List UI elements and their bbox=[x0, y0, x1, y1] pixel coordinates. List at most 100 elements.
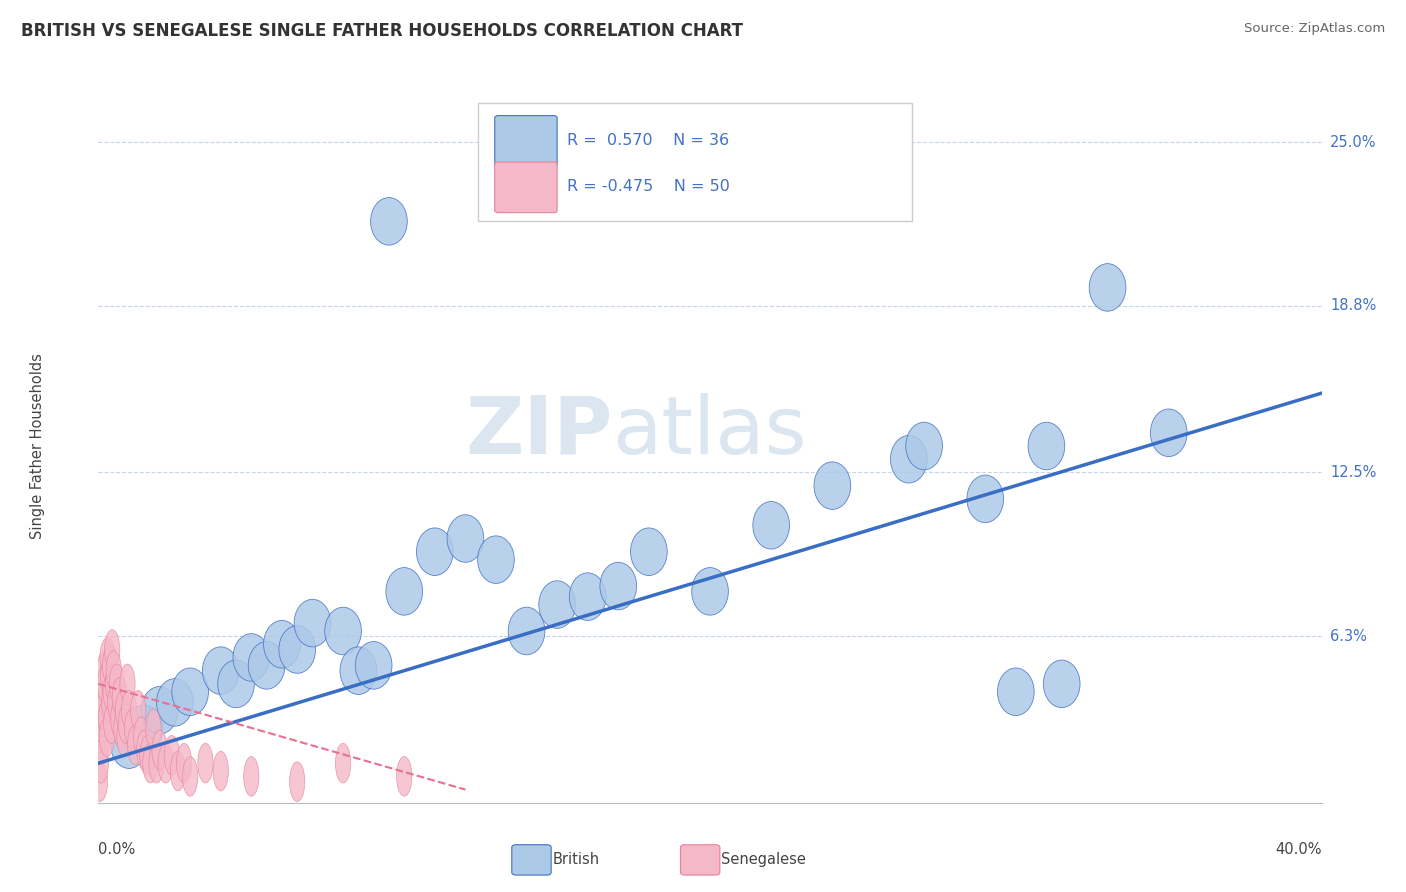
Ellipse shape bbox=[134, 717, 149, 756]
Ellipse shape bbox=[890, 435, 927, 483]
Ellipse shape bbox=[170, 751, 186, 791]
Text: British: British bbox=[553, 853, 600, 867]
Ellipse shape bbox=[967, 475, 1004, 523]
Ellipse shape bbox=[100, 638, 115, 677]
Text: R = -0.475    N = 50: R = -0.475 N = 50 bbox=[567, 179, 730, 194]
Ellipse shape bbox=[325, 607, 361, 655]
Ellipse shape bbox=[149, 743, 165, 783]
Ellipse shape bbox=[165, 735, 180, 775]
Ellipse shape bbox=[124, 709, 139, 748]
Ellipse shape bbox=[214, 751, 228, 791]
Text: 40.0%: 40.0% bbox=[1275, 842, 1322, 857]
Ellipse shape bbox=[97, 651, 112, 690]
Text: 25.0%: 25.0% bbox=[1330, 135, 1376, 150]
Ellipse shape bbox=[249, 641, 285, 690]
Ellipse shape bbox=[508, 607, 546, 655]
Text: 0.0%: 0.0% bbox=[98, 842, 135, 857]
Ellipse shape bbox=[121, 690, 136, 731]
Ellipse shape bbox=[93, 762, 108, 802]
Ellipse shape bbox=[294, 599, 330, 647]
Ellipse shape bbox=[218, 660, 254, 707]
Ellipse shape bbox=[96, 690, 111, 731]
Ellipse shape bbox=[538, 581, 575, 628]
Ellipse shape bbox=[103, 646, 118, 685]
Ellipse shape bbox=[143, 743, 157, 783]
Ellipse shape bbox=[478, 536, 515, 583]
Ellipse shape bbox=[146, 709, 162, 748]
Ellipse shape bbox=[104, 704, 120, 743]
Ellipse shape bbox=[103, 672, 118, 712]
Ellipse shape bbox=[117, 717, 132, 756]
Ellipse shape bbox=[447, 515, 484, 562]
Ellipse shape bbox=[118, 704, 134, 743]
Ellipse shape bbox=[630, 528, 668, 575]
Ellipse shape bbox=[396, 756, 412, 797]
Ellipse shape bbox=[101, 657, 115, 696]
Ellipse shape bbox=[1028, 422, 1064, 470]
Ellipse shape bbox=[131, 690, 146, 731]
Ellipse shape bbox=[96, 677, 111, 717]
FancyBboxPatch shape bbox=[495, 162, 557, 212]
Ellipse shape bbox=[111, 698, 127, 738]
Ellipse shape bbox=[98, 698, 114, 738]
Ellipse shape bbox=[385, 567, 423, 615]
Ellipse shape bbox=[198, 743, 214, 783]
Ellipse shape bbox=[263, 621, 301, 668]
Ellipse shape bbox=[340, 647, 377, 695]
Ellipse shape bbox=[692, 567, 728, 615]
Ellipse shape bbox=[176, 743, 191, 783]
Ellipse shape bbox=[290, 762, 305, 802]
Text: 18.8%: 18.8% bbox=[1330, 299, 1376, 313]
Ellipse shape bbox=[336, 743, 350, 783]
Text: atlas: atlas bbox=[612, 392, 807, 471]
Ellipse shape bbox=[997, 668, 1035, 715]
Ellipse shape bbox=[814, 462, 851, 509]
Ellipse shape bbox=[127, 705, 163, 753]
Ellipse shape bbox=[111, 721, 148, 768]
Ellipse shape bbox=[172, 668, 208, 715]
Text: BRITISH VS SENEGALESE SINGLE FATHER HOUSEHOLDS CORRELATION CHART: BRITISH VS SENEGALESE SINGLE FATHER HOUS… bbox=[21, 22, 744, 40]
Text: 6.3%: 6.3% bbox=[1330, 629, 1367, 644]
Ellipse shape bbox=[1043, 660, 1080, 707]
Ellipse shape bbox=[112, 677, 128, 717]
Ellipse shape bbox=[371, 197, 408, 245]
Ellipse shape bbox=[97, 664, 112, 704]
FancyBboxPatch shape bbox=[478, 103, 912, 221]
Ellipse shape bbox=[183, 756, 198, 797]
Ellipse shape bbox=[136, 731, 152, 770]
Ellipse shape bbox=[139, 735, 155, 775]
Ellipse shape bbox=[600, 562, 637, 610]
Ellipse shape bbox=[202, 647, 239, 695]
Text: 12.5%: 12.5% bbox=[1330, 465, 1376, 480]
Ellipse shape bbox=[152, 731, 167, 770]
Ellipse shape bbox=[156, 679, 193, 726]
Ellipse shape bbox=[94, 725, 110, 764]
Ellipse shape bbox=[233, 633, 270, 681]
Ellipse shape bbox=[93, 743, 108, 783]
Ellipse shape bbox=[278, 625, 315, 673]
Ellipse shape bbox=[416, 528, 453, 575]
Ellipse shape bbox=[105, 664, 121, 704]
Ellipse shape bbox=[104, 630, 120, 669]
Text: R =  0.570    N = 36: R = 0.570 N = 36 bbox=[567, 133, 730, 148]
Ellipse shape bbox=[1150, 409, 1187, 457]
Ellipse shape bbox=[128, 725, 143, 764]
Ellipse shape bbox=[115, 690, 131, 731]
Ellipse shape bbox=[114, 709, 129, 748]
Ellipse shape bbox=[108, 682, 122, 723]
Ellipse shape bbox=[1090, 264, 1126, 311]
Ellipse shape bbox=[243, 756, 259, 797]
Text: ZIP: ZIP bbox=[465, 392, 612, 471]
Ellipse shape bbox=[569, 573, 606, 621]
FancyBboxPatch shape bbox=[495, 116, 557, 166]
Ellipse shape bbox=[356, 641, 392, 690]
Ellipse shape bbox=[120, 664, 135, 704]
Ellipse shape bbox=[905, 422, 942, 470]
Text: Senegalese: Senegalese bbox=[721, 853, 806, 867]
Ellipse shape bbox=[101, 682, 117, 723]
Ellipse shape bbox=[141, 687, 179, 734]
Text: Source: ZipAtlas.com: Source: ZipAtlas.com bbox=[1244, 22, 1385, 36]
Text: Single Father Households: Single Father Households bbox=[30, 353, 45, 539]
Ellipse shape bbox=[157, 743, 173, 783]
Ellipse shape bbox=[94, 704, 110, 743]
